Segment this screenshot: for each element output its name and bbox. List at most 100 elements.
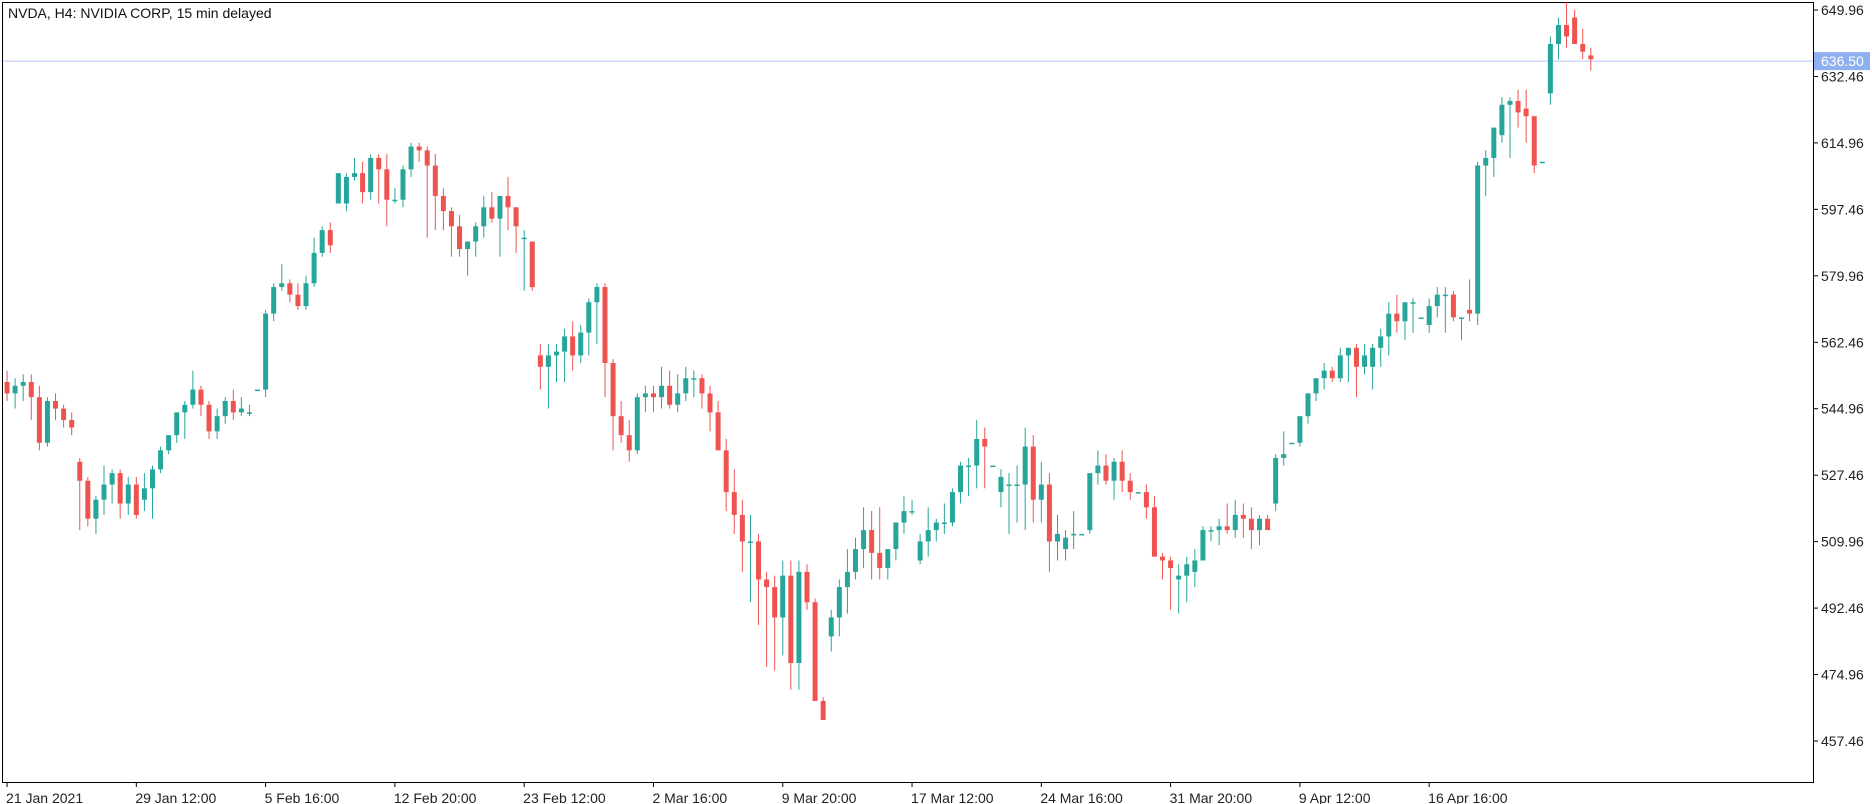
candle-body <box>836 587 842 618</box>
candle-body <box>1168 560 1174 569</box>
candle-body <box>586 302 592 333</box>
candle-body <box>1483 157 1489 166</box>
candle <box>1580 28 1586 60</box>
candle <box>1370 344 1376 390</box>
candle <box>626 419 632 462</box>
candle-body <box>149 469 155 489</box>
candle <box>271 283 277 322</box>
candle <box>319 226 325 257</box>
candle-body <box>1006 484 1012 487</box>
candle <box>432 154 438 231</box>
candle-body <box>1467 309 1473 314</box>
candle-body <box>941 522 947 524</box>
candle <box>416 142 422 162</box>
candle <box>335 173 341 204</box>
candle-body <box>1289 442 1295 445</box>
candle <box>158 446 164 474</box>
candle-body <box>158 450 164 470</box>
candle-body <box>691 378 697 380</box>
candle-body <box>287 283 293 295</box>
candle-body <box>440 195 446 212</box>
candle-body <box>1232 514 1238 531</box>
candle <box>4 370 10 401</box>
candle <box>699 374 705 409</box>
candle <box>36 385 42 451</box>
candle <box>1103 454 1109 485</box>
candle-body <box>562 336 568 352</box>
candle-body <box>69 419 75 428</box>
candle <box>1038 461 1044 523</box>
candle-body <box>1394 313 1400 322</box>
candle-body <box>408 146 414 170</box>
y-tick-label: 544.96 <box>1821 401 1864 417</box>
candle-body <box>44 400 50 443</box>
candle <box>1588 47 1594 71</box>
candle <box>578 325 584 364</box>
candle-body <box>1564 25 1570 37</box>
candle-body <box>28 381 34 398</box>
candle-body <box>238 408 244 413</box>
candle <box>206 400 212 439</box>
candle-body <box>303 283 309 307</box>
candle <box>125 476 131 515</box>
candle <box>1265 514 1271 531</box>
candle-body <box>214 416 220 432</box>
candle-body <box>497 195 503 219</box>
candle-body <box>1329 370 1335 379</box>
y-tick-label: 457.46 <box>1821 733 1864 749</box>
candle <box>101 465 107 515</box>
x-tick-label: 21 Jan 2021 <box>6 790 83 804</box>
candle <box>852 537 858 580</box>
x-tick-label: 9 Mar 20:00 <box>782 790 857 804</box>
x-tick-label: 9 Apr 12:00 <box>1299 790 1371 804</box>
candle-body <box>1337 355 1343 379</box>
candle <box>1240 503 1246 538</box>
candle-body <box>489 207 495 219</box>
candle-body <box>174 412 180 436</box>
candle-body <box>667 385 673 405</box>
candle-body <box>1572 17 1578 45</box>
candle-body <box>933 522 939 531</box>
candle <box>1321 363 1327 390</box>
candle <box>12 378 18 409</box>
candle <box>594 283 600 345</box>
candle-body <box>893 522 899 550</box>
candle <box>392 188 398 204</box>
candle-body <box>877 552 883 569</box>
candle-body <box>1127 480 1133 493</box>
candle <box>1353 344 1359 398</box>
candle <box>343 173 349 212</box>
candle <box>376 154 382 204</box>
time-axis: 21 Jan 2021 29 Jan 12:00 5 Feb 16:00 12 Feb… <box>6 782 1508 804</box>
candle <box>1410 298 1416 333</box>
candle <box>1305 393 1311 424</box>
candle <box>610 359 616 451</box>
candle-body <box>909 511 915 513</box>
candle <box>279 264 285 291</box>
candle-body <box>901 511 907 523</box>
y-tick-label: 527.46 <box>1821 467 1864 483</box>
candle <box>1127 473 1133 500</box>
candle <box>440 188 446 231</box>
candle <box>44 397 50 447</box>
current-price-label: 636.50 <box>1821 53 1864 69</box>
candle <box>1523 89 1529 143</box>
candle <box>1459 317 1465 341</box>
candle-body <box>117 473 123 504</box>
candle-body <box>610 363 616 417</box>
y-tick-label: 614.96 <box>1821 135 1864 151</box>
candle-body <box>820 700 826 720</box>
candle <box>885 549 891 580</box>
candle-body <box>1410 302 1416 304</box>
candle-body <box>852 549 858 572</box>
candle-body <box>335 173 341 204</box>
candle <box>659 366 665 409</box>
candle-body <box>1095 465 1101 474</box>
candle <box>634 393 640 455</box>
candle-body <box>707 393 713 413</box>
candle <box>1208 526 1214 542</box>
candle <box>723 438 729 512</box>
candle-body <box>1151 507 1157 557</box>
candle-body <box>255 389 261 392</box>
